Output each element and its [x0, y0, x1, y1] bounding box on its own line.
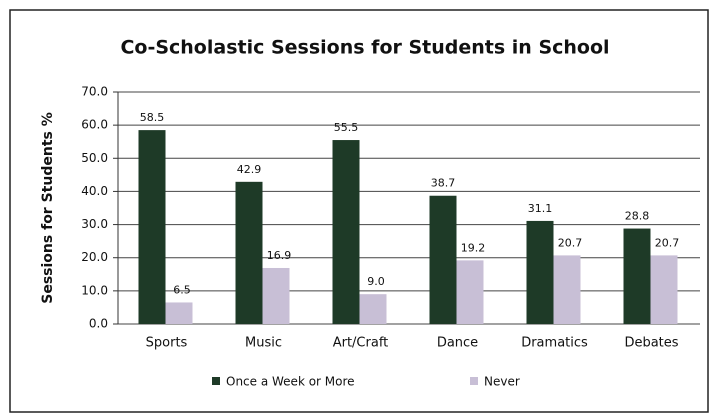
y-tick-label: 40.0 [81, 184, 108, 198]
legend-swatch [470, 377, 478, 385]
bar [623, 228, 651, 324]
x-tick-label: Dance [437, 336, 478, 351]
chart-title: Co-Scholastic Sessions for Students in S… [120, 37, 609, 59]
bar [650, 255, 678, 324]
value-label: 9.0 [367, 275, 385, 288]
value-label: 31.1 [528, 202, 553, 215]
bar [235, 181, 263, 324]
value-label: 42.9 [237, 163, 262, 176]
y-axis-label: Sessions for Students % [40, 112, 56, 303]
legend-swatch [212, 377, 220, 385]
value-label: 20.7 [655, 236, 680, 249]
chart-border [9, 9, 709, 413]
bar [262, 267, 290, 324]
legend-label: Never [484, 375, 520, 389]
bar [165, 302, 193, 324]
y-tick-label: 70.0 [81, 85, 108, 99]
value-label: 6.5 [173, 283, 191, 296]
value-label: 58.5 [140, 111, 165, 124]
y-tick-label: 10.0 [81, 283, 108, 297]
y-tick-label: 30.0 [81, 217, 108, 231]
x-tick-label: Art/Craft [333, 336, 389, 351]
value-label: 55.5 [334, 121, 359, 134]
bar [526, 220, 554, 324]
bar [553, 255, 581, 324]
x-tick-label: Sports [146, 336, 188, 351]
bar [138, 130, 166, 324]
x-tick-label: Music [245, 336, 282, 351]
bar [456, 260, 484, 324]
value-label: 38.7 [431, 177, 456, 190]
x-tick-label: Dramatics [521, 336, 588, 351]
y-tick-label: 60.0 [81, 118, 108, 132]
bar [332, 140, 360, 324]
y-tick-label: 50.0 [81, 151, 108, 165]
y-tick-label: 0.0 [89, 317, 108, 331]
y-tick-label: 20.0 [81, 250, 108, 264]
value-label: 19.2 [461, 241, 486, 254]
bar [359, 294, 387, 324]
bar [429, 195, 457, 324]
x-tick-label: Debates [624, 336, 678, 351]
value-label: 20.7 [558, 236, 583, 249]
value-label: 28.8 [625, 210, 650, 223]
legend-label: Once a Week or More [226, 375, 355, 389]
value-label: 16.9 [267, 249, 292, 262]
